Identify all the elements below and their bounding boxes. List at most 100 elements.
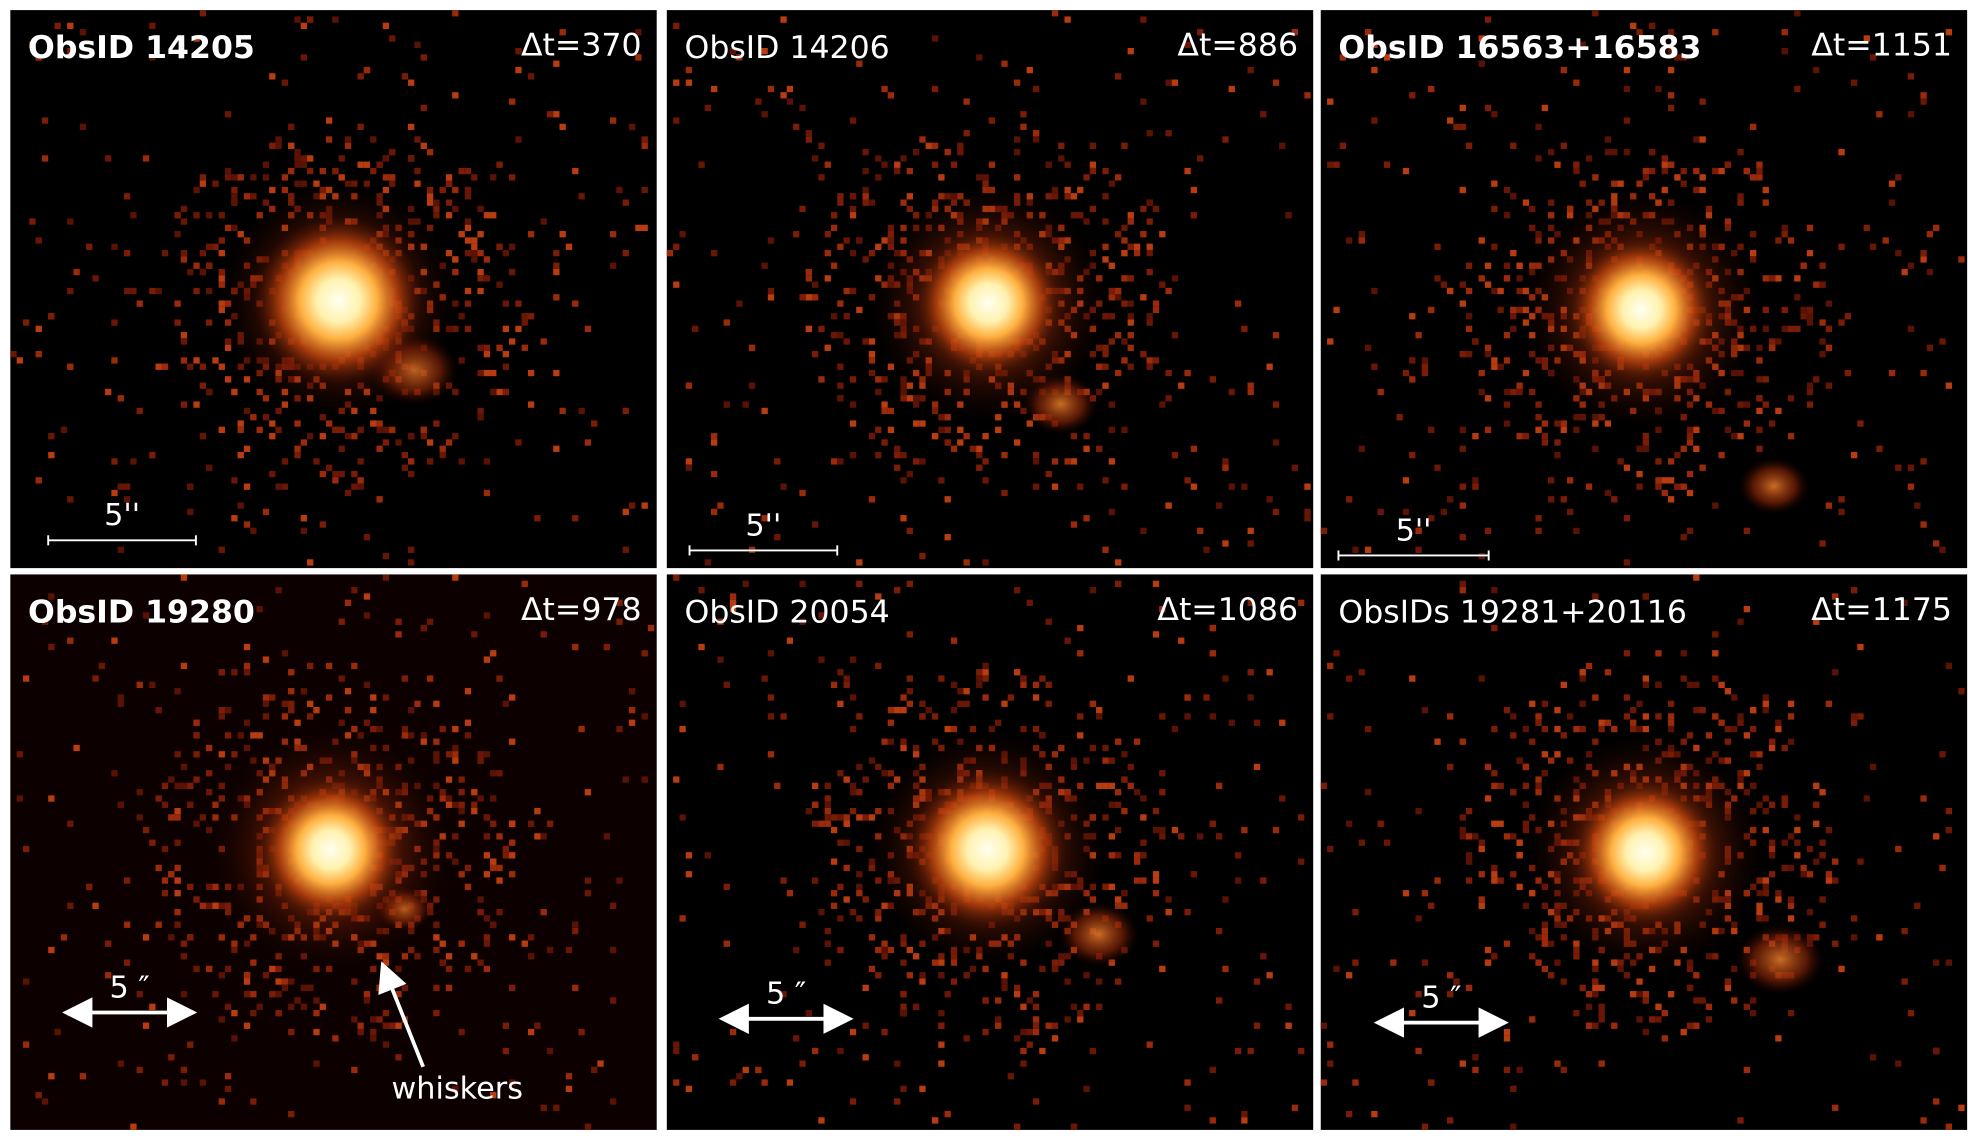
photon-pixel (1020, 1028, 1027, 1036)
photon-pixel (1623, 464, 1631, 471)
photon-pixel (1013, 1035, 1021, 1042)
photon-pixel (1566, 477, 1574, 484)
photon-pixel (1478, 275, 1485, 282)
point-source (906, 768, 1069, 931)
photon-pixel (281, 186, 289, 194)
photon-pixel (1712, 167, 1719, 175)
photon-pixel (799, 489, 806, 497)
photon-pixel (218, 706, 225, 714)
photon-pixel (224, 111, 232, 118)
photon-pixel (1554, 959, 1561, 966)
photon-pixel (288, 700, 295, 707)
photon-pixel (837, 300, 844, 307)
photon-pixel (1592, 1022, 1599, 1029)
photon-pixel (572, 921, 579, 928)
photon-pixel (199, 249, 207, 257)
photon-pixel (111, 319, 118, 326)
photon-pixel (445, 180, 453, 187)
photon-pixel (1484, 795, 1492, 802)
photon-pixel (502, 300, 510, 307)
photon-pixel (1001, 972, 1008, 979)
photon-pixel (950, 681, 958, 689)
photon-pixel (856, 883, 863, 891)
photon-pixel (370, 694, 377, 701)
photon-pixel (1825, 325, 1833, 333)
photon-pixel (332, 477, 339, 484)
photon-pixel (401, 451, 409, 459)
photon-pixel (1585, 483, 1593, 490)
photon-pixel (1731, 694, 1738, 701)
photon-pixel (35, 1092, 42, 1099)
photon-pixel (325, 117, 333, 124)
photon-pixel (1228, 719, 1235, 726)
photon-pixel (1718, 719, 1725, 726)
photon-pixel (963, 559, 970, 566)
photon-pixel (824, 807, 831, 815)
photon-pixel (1850, 719, 1858, 726)
photon-pixel (1579, 984, 1586, 992)
photon-pixel (673, 1079, 680, 1086)
photon-pixel (1548, 199, 1555, 206)
photon-pixel (679, 231, 686, 238)
photon-pixel (1548, 212, 1555, 219)
photon-pixel (1465, 350, 1473, 358)
photon-pixel (370, 1035, 377, 1042)
photon-pixel (1026, 599, 1033, 606)
photon-pixel (269, 186, 276, 194)
photon-pixel (1447, 287, 1454, 295)
photon-pixel (1541, 439, 1549, 446)
photon-pixel (250, 193, 257, 200)
photon-pixel (490, 795, 497, 802)
photon-pixel (856, 871, 863, 878)
photon-pixel (1352, 1079, 1359, 1086)
photon-pixel (490, 864, 497, 872)
photon-pixel (180, 991, 188, 998)
photon-pixel (1895, 249, 1902, 257)
photon-pixel (1146, 218, 1153, 225)
photon-pixel (1491, 820, 1498, 827)
point-source (252, 214, 425, 387)
photon-pixel (92, 275, 99, 282)
photon-pixel (269, 470, 276, 478)
photon-pixel (1459, 300, 1466, 307)
photon-pixel (1617, 180, 1624, 187)
photon-pixel (1096, 1003, 1103, 1010)
photon-pixel (218, 249, 225, 257)
photon-pixel (1560, 978, 1567, 985)
photon-pixel (710, 433, 718, 440)
photon-pixel (256, 732, 263, 739)
photon-pixel (894, 445, 901, 452)
photon-pixel (35, 350, 42, 358)
photon-pixel (1901, 268, 1908, 276)
photon-pixel (1377, 820, 1384, 827)
photon-pixel (805, 136, 812, 143)
photon-pixel (1260, 111, 1267, 118)
photon-pixel (830, 224, 838, 232)
photon-pixel (1171, 725, 1179, 733)
photon-pixel (483, 212, 491, 219)
photon-pixel (875, 376, 882, 383)
photon-pixel (1020, 681, 1027, 689)
photon-pixel (938, 1041, 945, 1048)
photon-pixel (1743, 1066, 1750, 1074)
photon-pixel (1484, 946, 1492, 954)
photon-pixel (912, 953, 920, 960)
photon-pixel (774, 458, 781, 465)
photon-pixel (54, 1028, 61, 1036)
photon-pixel (1813, 66, 1820, 74)
photon-pixel (1045, 681, 1052, 689)
photon-pixel (944, 496, 951, 503)
photon-pixel (1945, 662, 1952, 670)
photon-pixel (1737, 433, 1744, 440)
photon-pixel (1535, 237, 1542, 244)
photon-pixel (1554, 706, 1561, 714)
photon-pixel (269, 433, 276, 440)
photon-pixel (1409, 1009, 1416, 1017)
photon-pixel (496, 877, 503, 884)
photon-pixel (1114, 902, 1122, 909)
photon-pixel (1051, 458, 1059, 465)
photon-pixel (41, 618, 49, 625)
photon-pixel (578, 1028, 585, 1036)
photon-pixel (1121, 142, 1128, 149)
photon-pixel (1825, 382, 1833, 389)
